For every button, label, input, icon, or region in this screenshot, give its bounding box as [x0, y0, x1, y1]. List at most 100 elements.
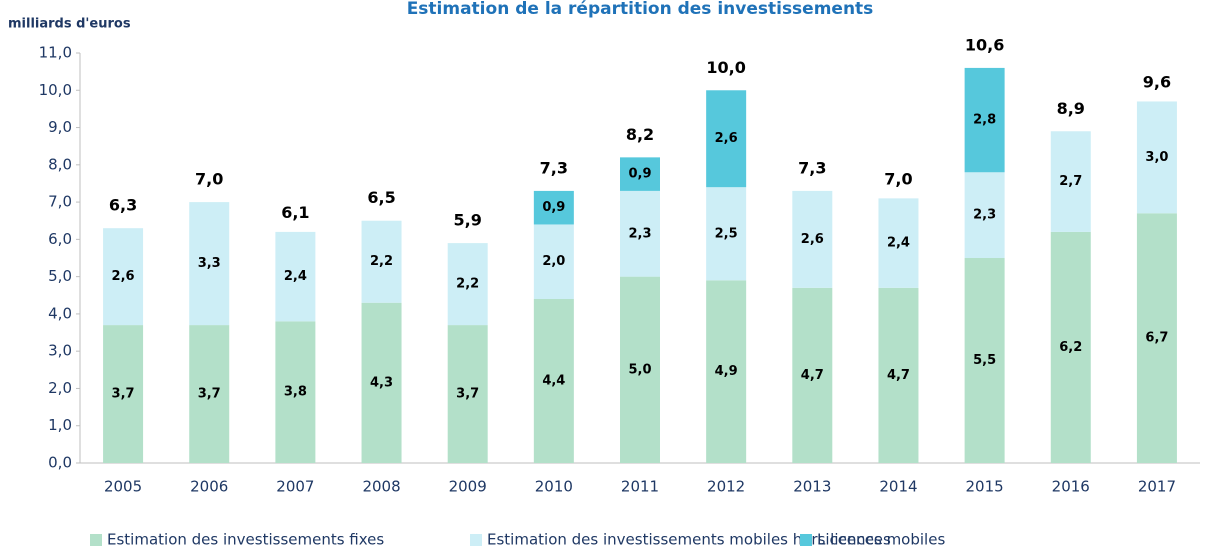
bar-segment — [1136, 213, 1177, 463]
value-label: 2,4 — [887, 236, 910, 251]
bar-segment — [620, 157, 660, 191]
bar-segment — [533, 190, 574, 225]
legend-label: Estimation des investissements fixes — [107, 531, 384, 549]
total-label: 10,0 — [706, 58, 745, 77]
bar-segment — [533, 299, 574, 463]
bar-segment — [620, 190, 660, 277]
value-label: 4,7 — [801, 368, 824, 383]
value-label: 3,7 — [456, 387, 479, 402]
bar-segment — [103, 325, 144, 463]
legend-swatch — [800, 534, 812, 546]
bar-segment — [1050, 131, 1091, 232]
y-tick-label: 9,0 — [48, 118, 72, 136]
total-label: 10,6 — [965, 35, 1004, 54]
value-label: 3,8 — [284, 385, 307, 400]
value-label: 2,0 — [542, 254, 565, 269]
value-label: 2,7 — [1059, 174, 1082, 189]
value-label: 0,9 — [542, 200, 565, 215]
y-tick-label: 1,0 — [48, 416, 72, 434]
bar-segment — [275, 321, 316, 463]
legend-label: Estimation des investissements mobiles h… — [487, 531, 891, 549]
y-tick-label: 0,0 — [48, 454, 72, 472]
bar-segment — [1050, 231, 1091, 463]
bar-segment — [964, 172, 1005, 258]
bar-segment — [447, 243, 488, 326]
bar-segment — [878, 198, 919, 288]
total-label: 9,6 — [1143, 73, 1171, 92]
value-label: 2,4 — [284, 269, 307, 284]
x-tick-label: 2009 — [449, 478, 487, 496]
y-axis-label: milliards d'euros — [8, 17, 131, 32]
bar-segment — [533, 224, 574, 299]
value-label: 0,9 — [628, 167, 651, 182]
total-label: 6,5 — [367, 188, 395, 207]
value-label: 2,5 — [715, 226, 738, 241]
bar-segment — [361, 220, 402, 303]
x-tick-label: 2005 — [104, 478, 142, 496]
x-tick-label: 2015 — [966, 478, 1004, 496]
bar-segment — [964, 258, 1005, 463]
value-label: 2,2 — [456, 277, 479, 292]
value-label: 2,6 — [715, 131, 738, 146]
bar-segment — [447, 325, 488, 463]
bar-segment — [706, 280, 747, 463]
legend-swatch — [90, 534, 102, 546]
bar-segment — [878, 287, 919, 463]
y-tick-label: 11,0 — [39, 44, 72, 62]
total-label: 6,3 — [109, 196, 137, 215]
total-label: 5,9 — [454, 211, 482, 230]
y-tick-label: 3,0 — [48, 342, 72, 360]
total-label: 8,2 — [626, 125, 654, 144]
y-tick-label: 7,0 — [48, 193, 72, 211]
total-label: 7,3 — [540, 158, 568, 177]
chart-title: Estimation de la répartition des investi… — [407, 0, 874, 19]
value-label: 3,3 — [198, 256, 221, 271]
value-label: 3,7 — [198, 387, 221, 402]
value-label: 2,6 — [112, 269, 135, 284]
value-label: 4,7 — [887, 368, 910, 383]
bar-segment — [706, 90, 747, 188]
value-label: 2,6 — [801, 232, 824, 247]
bar-segment — [189, 325, 230, 463]
bar-segment — [792, 287, 833, 463]
bar-segment — [706, 187, 747, 281]
x-tick-label: 2016 — [1052, 478, 1090, 496]
value-label: 2,8 — [973, 113, 996, 128]
bar-segment — [1136, 101, 1177, 214]
y-tick-label: 4,0 — [48, 304, 72, 322]
value-label: 4,9 — [715, 364, 738, 379]
value-label: 6,2 — [1059, 340, 1082, 355]
value-label: 6,7 — [1145, 331, 1168, 346]
y-tick-label: 5,0 — [48, 267, 72, 285]
x-tick-label: 2012 — [707, 478, 745, 496]
legend-label: Licences mobiles — [817, 531, 945, 549]
bar-segment — [103, 228, 144, 326]
value-label: 3,0 — [1145, 150, 1168, 165]
bar-segment — [620, 276, 660, 463]
value-label: 4,3 — [370, 375, 393, 390]
y-tick-label: 8,0 — [48, 155, 72, 173]
value-label: 3,7 — [112, 387, 135, 402]
total-label: 7,0 — [195, 170, 223, 189]
value-label: 5,0 — [628, 362, 651, 377]
value-label: 4,4 — [542, 374, 565, 389]
bar-segment — [361, 302, 402, 463]
x-tick-label: 2017 — [1138, 478, 1176, 496]
x-tick-label: 2011 — [621, 478, 659, 496]
bar-segment — [792, 190, 833, 288]
value-label: 2,2 — [370, 254, 393, 269]
x-tick-label: 2010 — [535, 478, 573, 496]
total-label: 6,1 — [281, 203, 309, 222]
value-label: 2,3 — [973, 208, 996, 223]
y-tick-label: 2,0 — [48, 379, 72, 397]
y-tick-label: 6,0 — [48, 230, 72, 248]
total-label: 7,3 — [798, 158, 826, 177]
x-tick-label: 2008 — [362, 478, 400, 496]
x-tick-label: 2014 — [879, 478, 917, 496]
bar-segment — [189, 202, 230, 326]
value-label: 5,5 — [973, 353, 996, 368]
total-label: 7,0 — [884, 170, 912, 189]
legend-swatch — [470, 534, 482, 546]
x-tick-label: 2013 — [793, 478, 831, 496]
